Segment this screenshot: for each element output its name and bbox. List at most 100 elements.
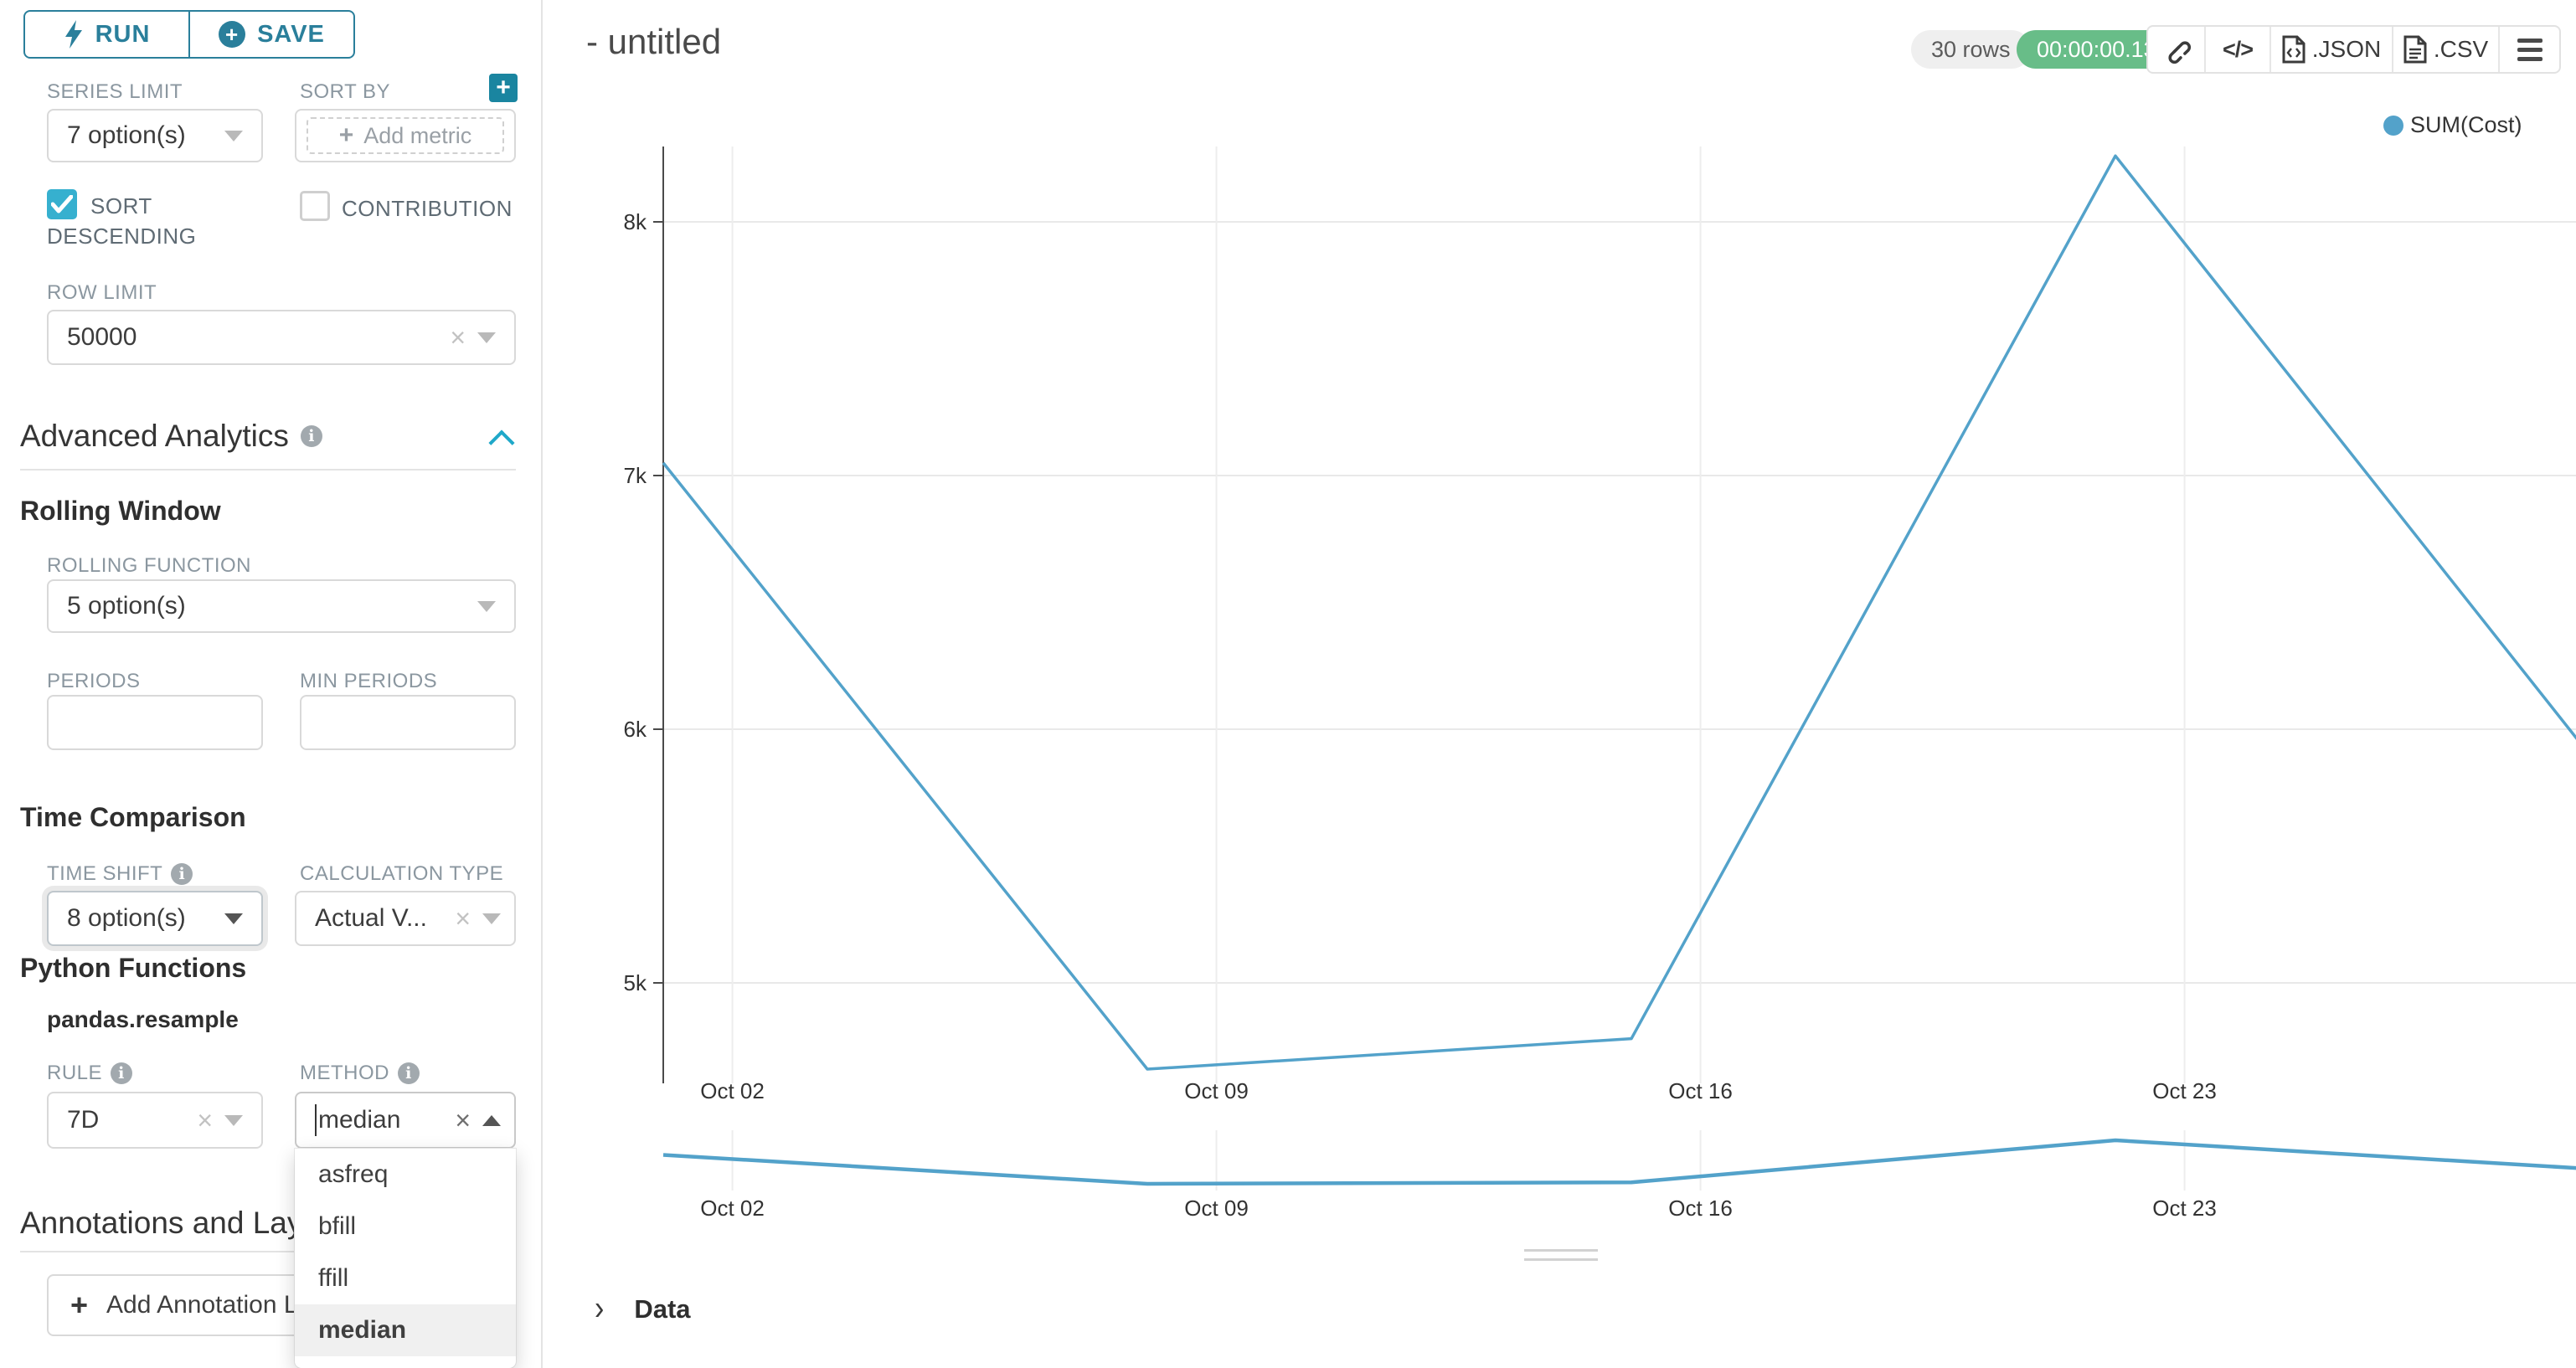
export-json-button[interactable]: .JSON <box>2269 27 2392 72</box>
min-periods-input[interactable] <box>300 695 516 750</box>
sort-by-select[interactable]: + Add metric <box>295 109 516 162</box>
preview-tick-label: Oct 23 <box>2152 1196 2217 1221</box>
plus-icon: + <box>70 1288 89 1322</box>
series-limit-value: 7 option(s) <box>67 121 186 149</box>
series-line <box>662 154 2576 1071</box>
rolling-function-label: ROLLING FUNCTION <box>47 554 252 577</box>
chevron-down-icon <box>224 1114 243 1126</box>
save-button[interactable]: + SAVE <box>188 12 353 57</box>
method-option-median[interactable]: median <box>295 1304 516 1356</box>
method-select[interactable]: median × <box>295 1092 516 1149</box>
row-count-badge: 30 rows <box>1911 30 2031 69</box>
run-button[interactable]: RUN <box>25 12 188 57</box>
y-axis-tick-label: 6k <box>624 717 647 742</box>
method-option-bfill[interactable]: bfill <box>318 1212 357 1240</box>
rolling-window-title: Rolling Window <box>20 496 221 526</box>
chart-actions-toolbar: </> .JSON .CSV <box>2146 25 2561 74</box>
rule-select[interactable]: 7D × <box>47 1092 263 1149</box>
run-save-button-group: RUN + SAVE <box>23 10 355 59</box>
panel-resize-handle[interactable] <box>1524 1249 1598 1252</box>
chevron-up-icon <box>482 1114 501 1126</box>
rule-value: 7D <box>67 1106 100 1134</box>
clear-icon[interactable]: × <box>455 903 471 933</box>
add-metric-dropzone[interactable]: + Add metric <box>307 117 504 154</box>
link-icon <box>2167 41 2191 64</box>
clear-icon[interactable]: × <box>450 322 466 352</box>
info-icon: i <box>111 1062 133 1084</box>
method-option-asfreq[interactable]: asfreq <box>318 1160 389 1188</box>
export-csv-button[interactable]: .CSV <box>2392 27 2498 72</box>
x-axis-tick-label: Oct 09 <box>1184 1078 1249 1103</box>
divider <box>20 1251 516 1252</box>
y-axis-tick-label: 8k <box>624 209 647 234</box>
method-option-ffill[interactable]: ffill <box>318 1264 349 1292</box>
time-shift-value: 8 option(s) <box>67 904 186 932</box>
time-shift-label-text: TIME SHIFT <box>47 862 163 885</box>
chart-title[interactable]: - untitled <box>586 22 722 61</box>
more-options-button[interactable] <box>2498 27 2559 72</box>
contribution-label: CONTRIBUTION <box>342 196 513 221</box>
rule-label: RULE i <box>47 1062 133 1085</box>
annotations-layers-title: Annotations and Layers <box>20 1206 346 1240</box>
chart-legend[interactable]: SUM(Cost) <box>2383 112 2522 138</box>
chevron-up-icon[interactable] <box>488 429 515 456</box>
series-limit-label: SERIES LIMIT <box>47 80 183 103</box>
contribution-checkbox[interactable] <box>300 191 330 221</box>
python-functions-title: Python Functions <box>20 953 247 983</box>
calculation-type-label: CALCULATION TYPE <box>300 862 504 885</box>
sort-by-label: SORT BY <box>300 80 390 103</box>
calculation-type-select[interactable]: Actual V... × <box>295 891 516 946</box>
plus-icon: + <box>338 121 354 149</box>
file-lines-icon <box>2403 35 2427 64</box>
preview-tick-label: Oct 02 <box>700 1196 765 1221</box>
check-icon <box>51 195 73 213</box>
chevron-down-icon <box>477 332 496 343</box>
method-value: median <box>318 1106 401 1134</box>
clear-icon[interactable]: × <box>455 1105 471 1135</box>
y-axis-tick-label: 5k <box>624 970 647 995</box>
chevron-down-icon <box>482 913 501 924</box>
legend-dot-icon <box>2383 115 2403 136</box>
data-panel-toggle[interactable]: › Data <box>595 1289 691 1328</box>
time-shift-select[interactable]: 8 option(s) <box>47 891 263 946</box>
add-metric-plus-button[interactable]: + <box>489 74 518 102</box>
export-json-label: .JSON <box>2311 36 2382 62</box>
series-limit-select[interactable]: 7 option(s) <box>47 109 263 162</box>
time-shift-label: TIME SHIFT i <box>47 862 193 886</box>
info-icon: i <box>171 863 193 885</box>
line-chart: 8k 7k 6k 5k Oct 02 Oct 02 Oct 09 Oct 09 Oct 16 Oc… <box>624 147 2576 1221</box>
sort-descending-checkbox[interactable] <box>47 189 77 219</box>
time-comparison-title: Time Comparison <box>20 802 246 832</box>
x-axis-tick-label: Oct 16 <box>1668 1078 1733 1103</box>
lightning-icon <box>64 20 82 49</box>
embed-code-button[interactable]: </> <box>2204 27 2269 72</box>
rolling-function-select[interactable]: 5 option(s) <box>47 579 516 633</box>
advanced-analytics-title: Advanced Analytics <box>20 419 289 453</box>
export-csv-label: .CSV <box>2433 36 2489 62</box>
info-icon: i <box>300 425 322 447</box>
row-limit-value: 50000 <box>67 323 137 351</box>
preview-tick-label: Oct 16 <box>1668 1196 1733 1221</box>
save-button-label: SAVE <box>257 20 325 48</box>
code-icon: </> <box>2222 36 2254 62</box>
periods-input[interactable] <box>47 695 263 750</box>
chevron-right-icon: › <box>595 1289 605 1328</box>
row-limit-label: ROW LIMIT <box>47 281 157 304</box>
x-axis-tick-label: Oct 02 <box>700 1078 765 1103</box>
text-cursor <box>315 1104 317 1136</box>
chevron-down-icon <box>224 913 243 924</box>
clear-icon[interactable]: × <box>197 1105 213 1135</box>
rolling-function-value: 5 option(s) <box>67 592 186 620</box>
copy-link-button[interactable] <box>2148 27 2204 72</box>
x-axis-tick-label: Oct 23 <box>2152 1078 2217 1103</box>
panel-resize-handle[interactable] <box>1524 1258 1598 1261</box>
min-periods-label: MIN PERIODS <box>300 670 438 692</box>
method-label-text: METHOD <box>300 1062 389 1084</box>
calculation-type-value: Actual V... <box>315 904 427 932</box>
chart-panel: - untitled 30 rows 00:00:00.13 </> <box>544 0 2576 1368</box>
annotations-layers-header[interactable]: Annotations and Layers <box>20 1206 346 1241</box>
row-limit-select[interactable]: 50000 × <box>47 310 516 365</box>
info-icon: i <box>398 1062 420 1084</box>
advanced-analytics-header[interactable]: Advanced Analytics i <box>20 419 322 454</box>
